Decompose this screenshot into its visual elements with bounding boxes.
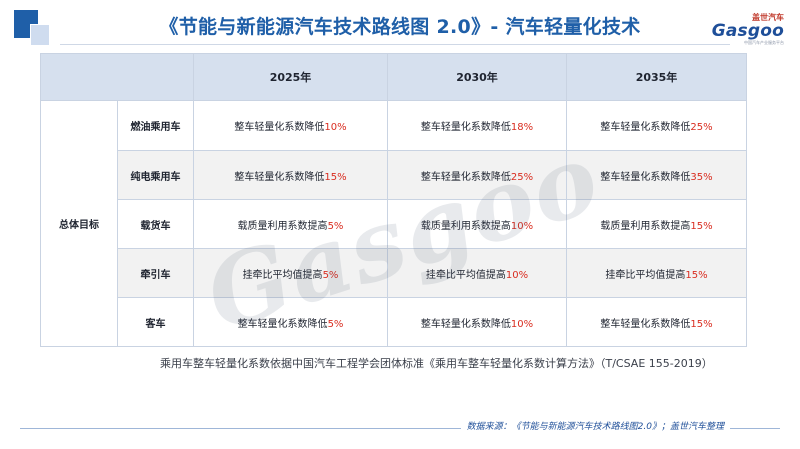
target-cell: 挂牵比平均值提高15% xyxy=(566,248,747,298)
target-text: 挂牵比平均值提高 xyxy=(605,269,686,281)
target-value: 15% xyxy=(690,220,713,232)
target-text: 整车轻量化系数降低 xyxy=(420,318,511,330)
target-text: 整车轻量化系数降低 xyxy=(234,122,325,133)
decorative-square-small xyxy=(30,24,50,46)
target-cell: 整车轻量化系数降低25% xyxy=(387,150,567,200)
vehicle-type: 牵引车 xyxy=(117,248,194,298)
target-cell: 整车轻量化系数降低15% xyxy=(566,297,747,347)
target-value: 10% xyxy=(510,220,534,232)
target-value: 10% xyxy=(510,318,534,330)
target-cell: 整车轻量化系数降低18% xyxy=(387,100,567,151)
target-value: 10% xyxy=(505,269,529,281)
table-row: 载货车 载质量利用系数提高5% 载质量利用系数提高10% 载质量利用系数提高15… xyxy=(41,199,747,249)
target-text: 整车轻量化系数降低 xyxy=(600,318,691,330)
vehicle-type: 燃油乘用车 xyxy=(117,100,194,151)
vehicle-type: 客车 xyxy=(117,297,194,347)
target-text: 载质量利用系数提高 xyxy=(420,220,511,232)
target-value: 15% xyxy=(690,318,713,330)
target-value: 5% xyxy=(327,318,344,330)
target-value: 35% xyxy=(690,171,713,183)
target-cell: 挂牵比平均值提高10% xyxy=(387,248,567,298)
target-cell: 整车轻量化系数降低25% xyxy=(566,100,747,151)
footnote: 乘用车整车轻量化系数依据中国汽车工程学会团体标准《乘用车整车轻量化系数计算方法》… xyxy=(160,357,713,370)
target-value: 18% xyxy=(510,122,534,133)
table-header-blank xyxy=(40,53,194,101)
target-cell: 整车轻量化系数降低15% xyxy=(193,150,388,200)
target-cell: 载质量利用系数提高5% xyxy=(193,199,388,249)
target-value: 5% xyxy=(327,220,344,232)
target-cell: 整车轻量化系数降低10% xyxy=(193,100,388,151)
vehicle-type: 载货车 xyxy=(117,199,194,249)
table-header-year: 2025年 xyxy=(193,53,388,101)
brand-logo-sub: 中国汽车产业服务平台 xyxy=(744,40,784,45)
target-value: 15% xyxy=(685,269,708,281)
target-cell: 整车轻量化系数降低35% xyxy=(566,150,747,200)
page-title: 《节能与新能源汽车技术路线图 2.0》- 汽车轻量化技术 xyxy=(159,16,641,38)
group-label: 总体目标 xyxy=(40,100,118,347)
target-text: 载质量利用系数提高 xyxy=(237,220,328,232)
target-value: 15% xyxy=(324,171,347,183)
target-text: 整车轻量化系数降低 xyxy=(600,122,691,133)
target-value: 5% xyxy=(322,269,339,281)
target-text: 挂牵比平均值提高 xyxy=(242,269,323,281)
target-text: 挂牵比平均值提高 xyxy=(425,269,506,281)
table-header-year: 2035年 xyxy=(566,53,747,101)
roadmap-table: 2025年 2030年 2035年 总体目标 燃油乘用车 整车轻量化系数降低10… xyxy=(40,53,747,347)
target-text: 整车轻量化系数降低 xyxy=(237,318,328,330)
brand-logo-en: Gasgoo xyxy=(711,21,784,41)
target-value: 10% xyxy=(324,122,347,133)
target-cell: 整车轻量化系数降低10% xyxy=(387,297,567,347)
target-text: 载质量利用系数提高 xyxy=(600,220,691,232)
table-row: 总体目标 燃油乘用车 整车轻量化系数降低10% 整车轻量化系数降低18% 整车轻… xyxy=(40,100,747,347)
brand-logo-cn: 盖世汽车 xyxy=(752,13,784,22)
target-text: 整车轻量化系数降低 xyxy=(420,122,511,133)
target-value: 25% xyxy=(690,122,713,133)
title-divider xyxy=(60,44,730,45)
target-text: 整车轻量化系数降低 xyxy=(420,171,511,183)
target-value: 25% xyxy=(510,171,534,183)
target-cell: 挂牵比平均值提高5% xyxy=(193,248,388,298)
roadmap-table-container: 2025年 2030年 2035年 总体目标 燃油乘用车 整车轻量化系数降低10… xyxy=(40,53,747,347)
target-cell: 载质量利用系数提高15% xyxy=(566,199,747,249)
target-cell: 整车轻量化系数降低5% xyxy=(193,297,388,347)
table-header-year: 2030年 xyxy=(387,53,567,101)
brand-logo: 盖世汽车 Gasgoo 中国汽车产业服务平台 xyxy=(711,12,784,46)
table-row: 牵引车 挂牵比平均值提高5% 挂牵比平均值提高10% 挂牵比平均值提高15% xyxy=(41,248,747,298)
source-note: 数据来源：《节能与新能源汽车技术路线图2.0》；盖世汽车整理 xyxy=(460,419,730,432)
target-text: 整车轻量化系数降低 xyxy=(600,171,691,183)
table-row: 纯电乘用车 整车轻量化系数降低15% 整车轻量化系数降低25% 整车轻量化系数降… xyxy=(41,150,747,200)
table-row: 客车 整车轻量化系数降低5% 整车轻量化系数降低10% 整车轻量化系数降低15% xyxy=(41,297,747,347)
target-text: 整车轻量化系数降低 xyxy=(234,171,325,183)
vehicle-type: 纯电乘用车 xyxy=(117,150,194,200)
table-header-row: 2025年 2030年 2035年 xyxy=(40,53,747,101)
target-cell: 载质量利用系数提高10% xyxy=(387,199,567,249)
footer-divider xyxy=(20,428,780,429)
